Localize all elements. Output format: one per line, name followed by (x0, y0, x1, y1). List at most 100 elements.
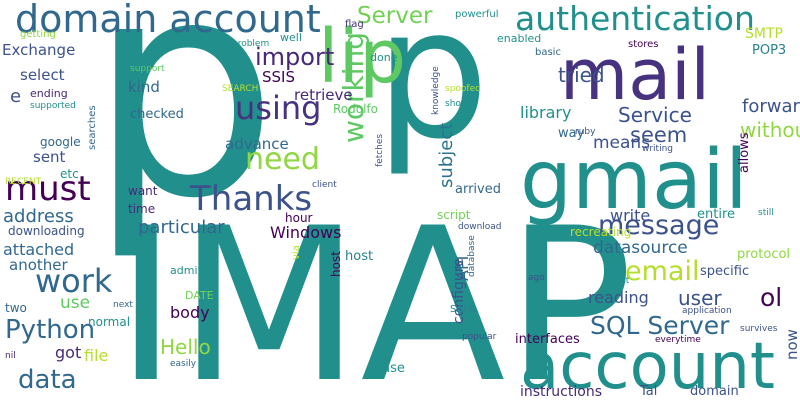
word-tried-22: tried (558, 63, 605, 87)
word-now-50: now (783, 329, 800, 360)
word-date-85: DATE (185, 289, 214, 302)
word-rodolfo-69: Rodolfo (333, 102, 378, 116)
word-next-120: next (113, 300, 133, 310)
word-google-70: google (40, 135, 81, 149)
word-p-2: p (375, 0, 490, 179)
word-domain-account-7: domain account (15, 0, 321, 41)
word-must-13: must (5, 169, 91, 209)
word-support-97: support (130, 64, 165, 74)
word-instructions-63: instructions (520, 384, 602, 400)
word-basic-93: basic (535, 47, 561, 58)
word-problem-96: problem (232, 39, 270, 49)
word-pop3-52: POP3 (752, 43, 787, 58)
word-popular-118: popular (462, 332, 497, 342)
word-tal-67: Tal (640, 384, 658, 399)
word-everytime-116: everytime (655, 335, 701, 345)
word-hello-30: Hello (160, 335, 211, 359)
word-script-86: script (437, 208, 471, 222)
word-via-119: via (291, 245, 302, 260)
word-time-80: time (128, 202, 156, 216)
word-normal-83: normal (88, 315, 131, 329)
word-file-38: file (84, 346, 109, 365)
word-well-89: well (280, 31, 302, 44)
word-ending-87: ending (30, 87, 68, 100)
word-host-65: host (345, 249, 374, 264)
word-two-82: two (5, 301, 27, 315)
word-spoofed-100: spoofed (445, 84, 481, 94)
word-sent-58: sent (33, 148, 66, 166)
word-survives-115: survives (740, 324, 778, 334)
word-done-88: done (370, 51, 398, 64)
word-admin-84: admin (170, 264, 205, 277)
word-library-43: library (520, 103, 572, 122)
word-recent-106: RECENT (5, 177, 42, 187)
word-flag-90: flag (345, 19, 364, 30)
word-subject-29: subject (436, 122, 457, 188)
word-windows-34: Windows (270, 223, 342, 242)
word-shows-101: shows (445, 99, 473, 109)
word-exchange-48: Exchange (2, 41, 76, 59)
word-host-66: host (329, 251, 343, 277)
word-c-56: c (462, 101, 472, 122)
word-imap-1: IMAP (115, 182, 634, 400)
word-thanks-9: Thanks (190, 179, 313, 219)
word-recreating-76: recreating (570, 225, 632, 239)
word-lip-6: lip (318, 14, 407, 100)
word-ruby-104: ruby (575, 127, 596, 137)
word-without-28: without (740, 118, 800, 142)
word-enabled-92: enabled (497, 32, 542, 45)
word-want-79: want (128, 184, 158, 198)
word-mail-3: mail (560, 34, 710, 116)
word-still-109: still (758, 208, 774, 218)
word-import-20: import (255, 43, 335, 71)
word-case-68: case (375, 361, 405, 376)
word-work-12: work (35, 262, 113, 300)
word-p-0: p (88, 0, 279, 264)
word-searches-103: searches (87, 105, 98, 150)
word-using-10: using (235, 89, 322, 127)
word-search-98: SEARCH (222, 84, 259, 94)
word-stores-94: stores (628, 39, 659, 50)
word-supported-99: supported (30, 101, 76, 111)
word-address-31: address (3, 206, 74, 227)
word-authentication-8: authentication (515, 0, 755, 38)
word-python-16: Python (5, 315, 96, 345)
word-select-49: select (20, 66, 65, 84)
word-kind-54: kind (128, 78, 160, 96)
word-interfaces-62: interfaces (515, 332, 580, 347)
word-advance-46: advance (225, 135, 289, 153)
word-easily-122: easily (170, 359, 197, 369)
word-ssis-53: SSIS (262, 68, 295, 86)
word-domain-64: domain (690, 384, 739, 399)
word-message-14: message (598, 210, 720, 241)
word-sql-server-17: SQL Server (590, 311, 730, 340)
word-getting-95: getting (20, 29, 56, 40)
word-way-72: way (558, 126, 585, 141)
word-last-113: last (613, 276, 630, 286)
word-hour-77: hour (285, 211, 313, 225)
word-fetches-108: fetches (375, 133, 385, 167)
word-particular-32: particular (138, 217, 225, 238)
word-attached-36: attached (3, 240, 75, 259)
word-reading-35: reading (588, 288, 649, 307)
word-user-25: user (678, 286, 722, 310)
word-got-39: got (55, 343, 82, 362)
word-forward-27: forward (742, 96, 800, 117)
word-etc-71: etc (60, 167, 79, 181)
word-smtp-51: SMTP (745, 26, 783, 42)
word-application-114: application (682, 306, 732, 316)
word-e-57: e (10, 86, 22, 107)
word-downloading-81: downloading (8, 224, 85, 238)
word-arrived-74: arrived (455, 182, 501, 197)
word-checked-55: checked (130, 107, 184, 122)
word-data-18: data (18, 365, 77, 395)
word-knowledge-102: knowledge (431, 66, 441, 115)
word-write-44: write (610, 206, 651, 225)
word-attachments-78: attachments (155, 174, 231, 188)
word-ol-26: ol (760, 283, 783, 312)
word-entire-75: entire (697, 207, 736, 222)
word-service-24: Service (618, 103, 692, 127)
word-allows-73: allows (737, 132, 752, 173)
word-retrieve-45: retrieve (294, 86, 353, 104)
word-ago-112: ago (528, 273, 545, 283)
